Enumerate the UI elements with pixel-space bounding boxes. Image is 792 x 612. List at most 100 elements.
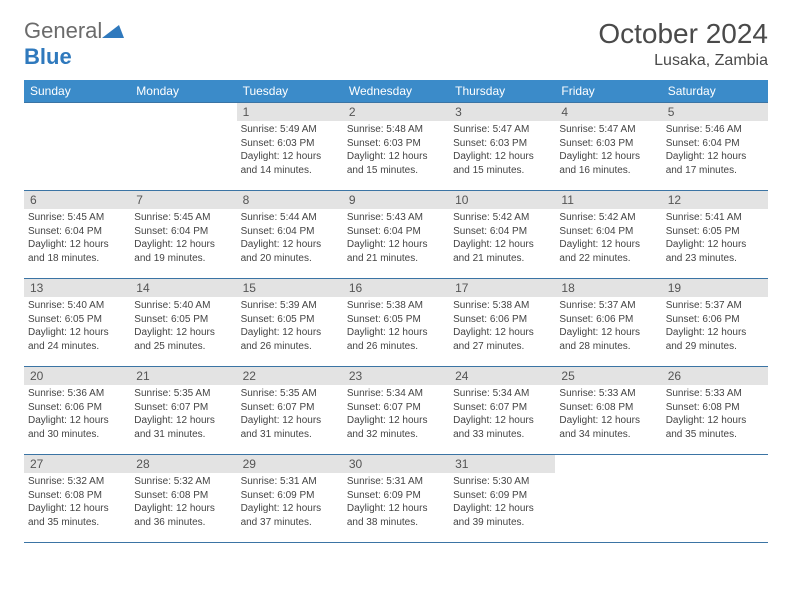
calendar-day-cell: ..	[24, 103, 130, 191]
sunset-line: Sunset: 6:09 PM	[347, 489, 445, 503]
weekday-header: Friday	[555, 80, 661, 103]
calendar-day-cell: 30Sunrise: 5:31 AMSunset: 6:09 PMDayligh…	[343, 455, 449, 543]
sunrise-line: Sunrise: 5:35 AM	[134, 387, 232, 401]
logo-blue: Blue	[24, 44, 72, 69]
day-number: 28	[130, 455, 236, 473]
calendar-day-cell: 22Sunrise: 5:35 AMSunset: 6:07 PMDayligh…	[237, 367, 343, 455]
sunrise-line: Sunrise: 5:34 AM	[347, 387, 445, 401]
sunset-line: Sunset: 6:03 PM	[347, 137, 445, 151]
calendar-day-cell: 23Sunrise: 5:34 AMSunset: 6:07 PMDayligh…	[343, 367, 449, 455]
day-number: 11	[555, 191, 661, 209]
day-details: Sunrise: 5:31 AMSunset: 6:09 PMDaylight:…	[343, 473, 449, 533]
sunset-line: Sunset: 6:05 PM	[241, 313, 339, 327]
calendar-table: SundayMondayTuesdayWednesdayThursdayFrid…	[24, 80, 768, 543]
title-month: October 2024	[598, 18, 768, 50]
sunset-line: Sunset: 6:08 PM	[666, 401, 764, 415]
title-block: October 2024 Lusaka, Zambia	[598, 18, 768, 70]
calendar-day-cell: 1Sunrise: 5:49 AMSunset: 6:03 PMDaylight…	[237, 103, 343, 191]
logo-text: GeneralBlue	[24, 18, 124, 70]
sunrise-line: Sunrise: 5:32 AM	[134, 475, 232, 489]
day-number: 21	[130, 367, 236, 385]
sunset-line: Sunset: 6:09 PM	[453, 489, 551, 503]
sunrise-line: Sunrise: 5:44 AM	[241, 211, 339, 225]
calendar-day-cell: 27Sunrise: 5:32 AMSunset: 6:08 PMDayligh…	[24, 455, 130, 543]
weekday-header: Thursday	[449, 80, 555, 103]
calendar-day-cell: 9Sunrise: 5:43 AMSunset: 6:04 PMDaylight…	[343, 191, 449, 279]
day-details: Sunrise: 5:38 AMSunset: 6:06 PMDaylight:…	[449, 297, 555, 357]
calendar-day-cell: 21Sunrise: 5:35 AMSunset: 6:07 PMDayligh…	[130, 367, 236, 455]
daylight-line: Daylight: 12 hours and 17 minutes.	[666, 150, 764, 177]
day-number: 14	[130, 279, 236, 297]
header: GeneralBlue October 2024 Lusaka, Zambia	[24, 18, 768, 70]
weekday-header: Wednesday	[343, 80, 449, 103]
day-details: Sunrise: 5:33 AMSunset: 6:08 PMDaylight:…	[555, 385, 661, 445]
sunrise-line: Sunrise: 5:38 AM	[453, 299, 551, 313]
calendar-day-cell: 17Sunrise: 5:38 AMSunset: 6:06 PMDayligh…	[449, 279, 555, 367]
sunrise-line: Sunrise: 5:37 AM	[559, 299, 657, 313]
sunrise-line: Sunrise: 5:31 AM	[347, 475, 445, 489]
sunrise-line: Sunrise: 5:36 AM	[28, 387, 126, 401]
sunset-line: Sunset: 6:08 PM	[559, 401, 657, 415]
day-number: 26	[662, 367, 768, 385]
calendar-day-cell: 20Sunrise: 5:36 AMSunset: 6:06 PMDayligh…	[24, 367, 130, 455]
sunset-line: Sunset: 6:05 PM	[347, 313, 445, 327]
calendar-day-cell: 3Sunrise: 5:47 AMSunset: 6:03 PMDaylight…	[449, 103, 555, 191]
calendar-week-row: 20Sunrise: 5:36 AMSunset: 6:06 PMDayligh…	[24, 367, 768, 455]
day-number: 15	[237, 279, 343, 297]
day-number: 8	[237, 191, 343, 209]
sunrise-line: Sunrise: 5:42 AM	[559, 211, 657, 225]
day-details: Sunrise: 5:45 AMSunset: 6:04 PMDaylight:…	[24, 209, 130, 269]
sunrise-line: Sunrise: 5:41 AM	[666, 211, 764, 225]
sunset-line: Sunset: 6:07 PM	[347, 401, 445, 415]
sunset-line: Sunset: 6:04 PM	[28, 225, 126, 239]
sunrise-line: Sunrise: 5:37 AM	[666, 299, 764, 313]
daylight-line: Daylight: 12 hours and 31 minutes.	[241, 414, 339, 441]
calendar-day-cell: 19Sunrise: 5:37 AMSunset: 6:06 PMDayligh…	[662, 279, 768, 367]
day-number: 5	[662, 103, 768, 121]
day-details: Sunrise: 5:42 AMSunset: 6:04 PMDaylight:…	[555, 209, 661, 269]
calendar-day-cell: ..	[555, 455, 661, 543]
sunrise-line: Sunrise: 5:38 AM	[347, 299, 445, 313]
calendar-day-cell: 31 Sunrise: 5:30 AMSunset: 6:09 PMDayligh…	[449, 455, 555, 543]
sunrise-line: Sunrise: 5:34 AM	[453, 387, 551, 401]
day-details: Sunrise: 5:35 AMSunset: 6:07 PMDaylight:…	[237, 385, 343, 445]
day-details: Sunrise: 5:45 AMSunset: 6:04 PMDaylight:…	[130, 209, 236, 269]
daylight-line: Daylight: 12 hours and 33 minutes.	[453, 414, 551, 441]
daylight-line: Daylight: 12 hours and 14 minutes.	[241, 150, 339, 177]
day-number: 30	[343, 455, 449, 473]
sunrise-line: Sunrise: 5:45 AM	[134, 211, 232, 225]
logo-triangle-icon	[102, 18, 124, 44]
sunset-line: Sunset: 6:06 PM	[28, 401, 126, 415]
sunset-line: Sunset: 6:05 PM	[28, 313, 126, 327]
day-number: 31	[449, 455, 555, 473]
daylight-line: Daylight: 12 hours and 35 minutes.	[666, 414, 764, 441]
calendar-day-cell: 14Sunrise: 5:40 AMSunset: 6:05 PMDayligh…	[130, 279, 236, 367]
calendar-day-cell: 26Sunrise: 5:33 AMSunset: 6:08 PMDayligh…	[662, 367, 768, 455]
calendar-day-cell: 28Sunrise: 5:32 AMSunset: 6:08 PMDayligh…	[130, 455, 236, 543]
calendar-week-row: 13Sunrise: 5:40 AMSunset: 6:05 PMDayligh…	[24, 279, 768, 367]
weekday-header: Tuesday	[237, 80, 343, 103]
day-number: 9	[343, 191, 449, 209]
sunrise-line: Sunrise: 5:39 AM	[241, 299, 339, 313]
calendar-week-row: 27 Sunrise: 5:32 AM Sunset: 6:08 PM Dayligh…	[24, 455, 768, 543]
sunset-line: Sunset: 6:06 PM	[559, 313, 657, 327]
calendar-day-cell: 7Sunrise: 5:45 AMSunset: 6:04 PMDaylight…	[130, 191, 236, 279]
daylight-line: Daylight: 12 hours and 26 minutes.	[241, 326, 339, 353]
sunrise-line: Sunrise: 5:40 AM	[28, 299, 126, 313]
sunrise-line: Sunrise: 5:47 AM	[453, 123, 551, 137]
sunset-line: Sunset: 6:08 PM	[28, 489, 126, 503]
day-number: 29	[237, 455, 343, 473]
day-details: Sunrise: 5:37 AMSunset: 6:06 PMDaylight:…	[662, 297, 768, 357]
day-number: 23	[343, 367, 449, 385]
day-details: Sunrise: 5:37 AMSunset: 6:06 PMDaylight:…	[555, 297, 661, 357]
daylight-line: Daylight: 12 hours and 39 minutes.	[453, 502, 551, 529]
day-number: 27	[24, 455, 130, 473]
day-details: Sunrise: 5:40 AMSunset: 6:05 PMDaylight:…	[130, 297, 236, 357]
sunrise-line: Sunrise: 5:30 AM	[453, 475, 551, 489]
daylight-line: Daylight: 12 hours and 27 minutes.	[453, 326, 551, 353]
day-details: Sunrise: 5:39 AMSunset: 6:05 PMDaylight:…	[237, 297, 343, 357]
daylight-line: Daylight: 12 hours and 31 minutes.	[134, 414, 232, 441]
day-number: 6	[24, 191, 130, 209]
day-details: Sunrise: 5:46 AMSunset: 6:04 PMDaylight:…	[662, 121, 768, 181]
calendar-day-cell: 12Sunrise: 5:41 AMSunset: 6:05 PMDayligh…	[662, 191, 768, 279]
